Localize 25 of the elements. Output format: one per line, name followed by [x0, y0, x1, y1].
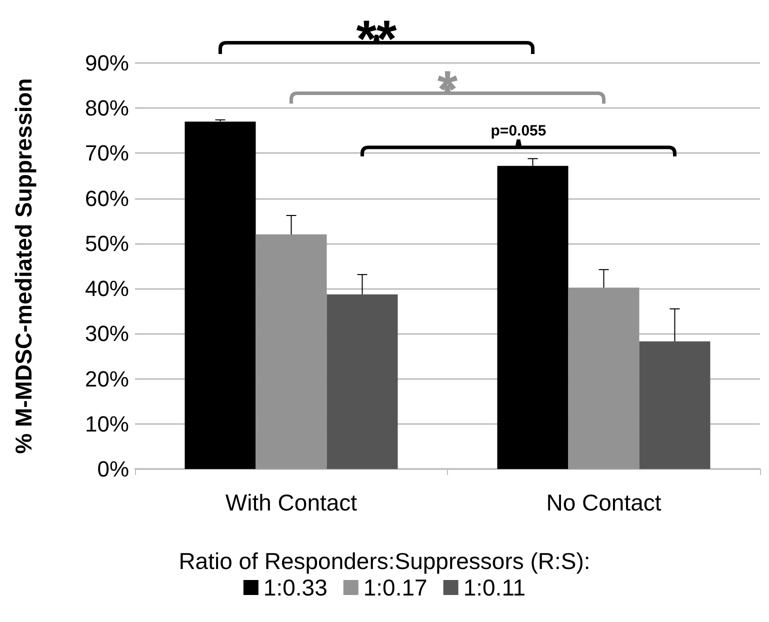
legend-label: 1:0.17 [363, 574, 428, 600]
bar [184, 122, 256, 469]
legend-title: Ratio of Responders:Suppressors (R:S): [178, 548, 592, 575]
y-tick-label: 60% [84, 186, 129, 211]
legend-label: 1:0.33 [263, 574, 328, 600]
y-tick-label: 70% [84, 140, 129, 166]
bar [256, 234, 327, 469]
y-axis-title: % M-MDSC-mediated Suppression [10, 78, 36, 454]
bar [326, 294, 398, 469]
bar [639, 341, 710, 469]
y-tick-label: 0% [97, 456, 129, 482]
y-tick-label: 20% [84, 366, 129, 392]
annotation: ** [356, 10, 398, 69]
bar [568, 288, 640, 469]
y-tick-label: 90% [84, 50, 129, 76]
x-tick-label: With Contact [225, 490, 358, 516]
y-tick-label: 40% [84, 276, 129, 302]
y-tick-label: 10% [84, 411, 129, 436]
annotation: * [437, 61, 458, 120]
y-tick-label: 80% [84, 96, 129, 121]
annotation: p=0.055 [490, 122, 546, 140]
legend-label: 1:0.11 [463, 574, 526, 600]
x-tick-label: No Contact [546, 490, 662, 516]
y-tick-label: 50% [84, 230, 129, 256]
y-tick-label: 30% [84, 321, 129, 346]
